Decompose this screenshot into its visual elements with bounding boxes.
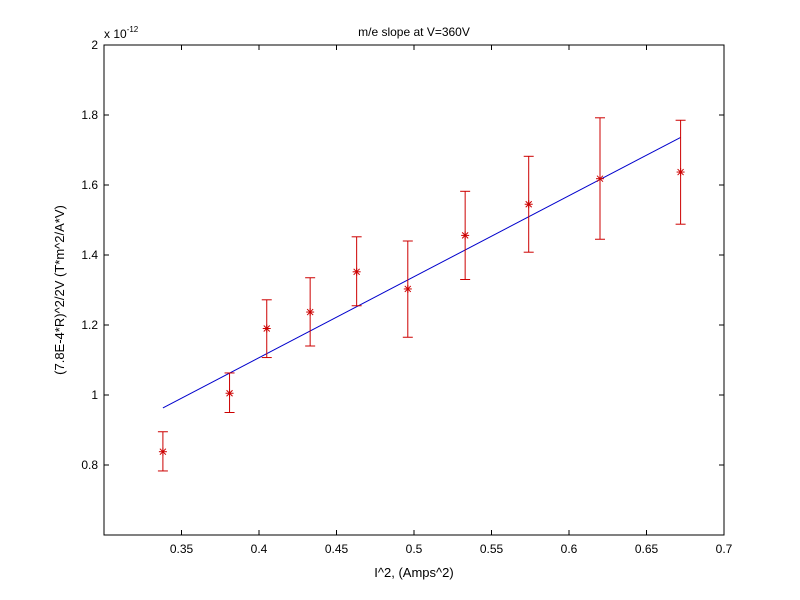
y-tick-label: 1.8 [81, 108, 98, 122]
x-tick-label: 0.7 [716, 542, 733, 556]
y-axis-label: (7.8E-4*R)^2/2V (T*m^2/A*V) [52, 205, 67, 375]
data-point-marker [403, 284, 412, 293]
data-point-marker [225, 389, 234, 398]
y-tick-label: 0.8 [81, 458, 98, 472]
x-tick-label: 0.5 [406, 542, 423, 556]
y-tick-label: 1.2 [81, 318, 98, 332]
x-tick-label: 0.4 [251, 542, 268, 556]
data-point-marker [676, 168, 685, 177]
y-tick-label: 1 [91, 388, 98, 402]
x-axis-ticks: 0.35 0.4 0.45 0.5 0.55 0.6 0.65 0.7 [170, 45, 733, 556]
data-point-marker [158, 447, 167, 456]
x-tick-label: 0.35 [170, 542, 194, 556]
data-point-marker [524, 200, 533, 209]
x-tick-label: 0.65 [635, 542, 659, 556]
data-point-marker [262, 324, 271, 333]
y-tick-label: 1.4 [81, 248, 98, 262]
y-axis-ticks: 0.8 1 1.2 1.4 1.6 1.8 2 [81, 38, 724, 472]
y-exponent-label: x 10-12 [104, 25, 139, 41]
data-point-marker [352, 267, 361, 276]
data-point-marker [306, 308, 315, 317]
data-point-marker [461, 231, 470, 240]
data-points-group [157, 117, 686, 472]
chart-title: m/e slope at V=360V [358, 25, 470, 39]
fit-line-group [162, 136, 681, 409]
fit-line [162, 136, 681, 409]
plot-area [103, 44, 725, 536]
x-tick-label: 0.45 [325, 542, 349, 556]
x-tick-label: 0.6 [561, 542, 578, 556]
y-tick-label: 1.6 [81, 178, 98, 192]
y-tick-label: 2 [91, 38, 98, 52]
x-tick-label: 0.55 [480, 542, 504, 556]
y-exponent-value: -12 [127, 25, 139, 34]
data-point-marker [596, 174, 604, 183]
x-axis-label: I^2, (Amps^2) [374, 565, 453, 580]
